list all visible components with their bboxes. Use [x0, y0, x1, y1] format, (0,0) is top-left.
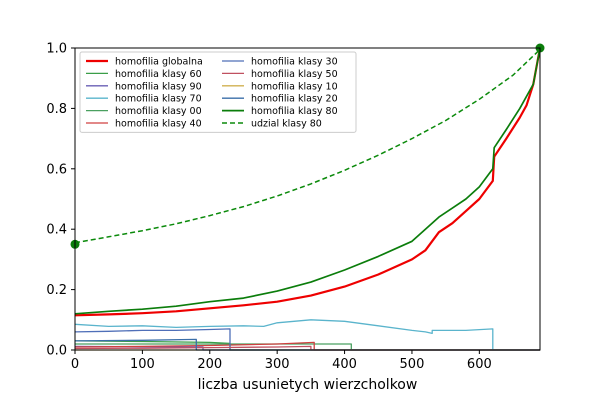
- legend-label-6: homofilia klasy 30: [251, 57, 338, 68]
- legend-label-8: homofilia klasy 10: [251, 81, 338, 92]
- legend-label-10: homofilia klasy 80: [251, 106, 338, 117]
- legend-box: [79, 51, 357, 133]
- x-tick-label-0: 0: [71, 357, 79, 372]
- legend-label-0: homofilia globalna: [115, 57, 203, 68]
- series-line-11: [74, 48, 541, 244]
- y-tick-label-1: 0.2: [46, 283, 67, 298]
- plot-frame: [74, 47, 541, 351]
- y-axis: 0.0 0.2 0.4 0.6 0.8 1.0: [46, 42, 75, 359]
- y-tick-label-4: 0.8: [46, 102, 67, 117]
- x-tick-label-5: 500: [400, 357, 425, 372]
- legend-label-7: homofilia klasy 50: [251, 69, 338, 80]
- y-tick-label-0: 0.0: [46, 344, 67, 359]
- legend-label-1: homofilia klasy 60: [115, 69, 202, 80]
- legend-label-9: homofilia klasy 20: [251, 94, 338, 105]
- legend-label-3: homofilia klasy 70: [115, 94, 202, 105]
- series-line-0: [74, 47, 542, 317]
- series-line-4: [75, 343, 540, 351]
- x-tick-label-3: 300: [265, 357, 290, 372]
- x-tick-label-6: 600: [467, 357, 492, 372]
- y-tick-label-3: 0.6: [46, 162, 67, 177]
- x-tick-label-4: 400: [332, 357, 357, 372]
- legend-label-4: homofilia klasy 00: [115, 106, 202, 117]
- y-tick-label-2: 0.4: [46, 223, 67, 238]
- x-axis-label: liczba usunietych wierzcholkow: [198, 377, 418, 393]
- series-line-3: [74, 319, 540, 351]
- series-line-10: [74, 47, 541, 315]
- x-tick-label-1: 100: [130, 357, 155, 372]
- x-axis: 0 100 200 300 400 500 600: [71, 350, 492, 372]
- series-line-6: [74, 328, 540, 351]
- legend-label-11: udzial klasy 80: [251, 119, 322, 130]
- y-tick-label-5: 1.0: [46, 42, 67, 57]
- x-tick-label-2: 200: [197, 357, 222, 372]
- legend-label-2: homofilia klasy 90: [115, 81, 202, 92]
- legend-label-5: homofilia klasy 40: [115, 119, 202, 130]
